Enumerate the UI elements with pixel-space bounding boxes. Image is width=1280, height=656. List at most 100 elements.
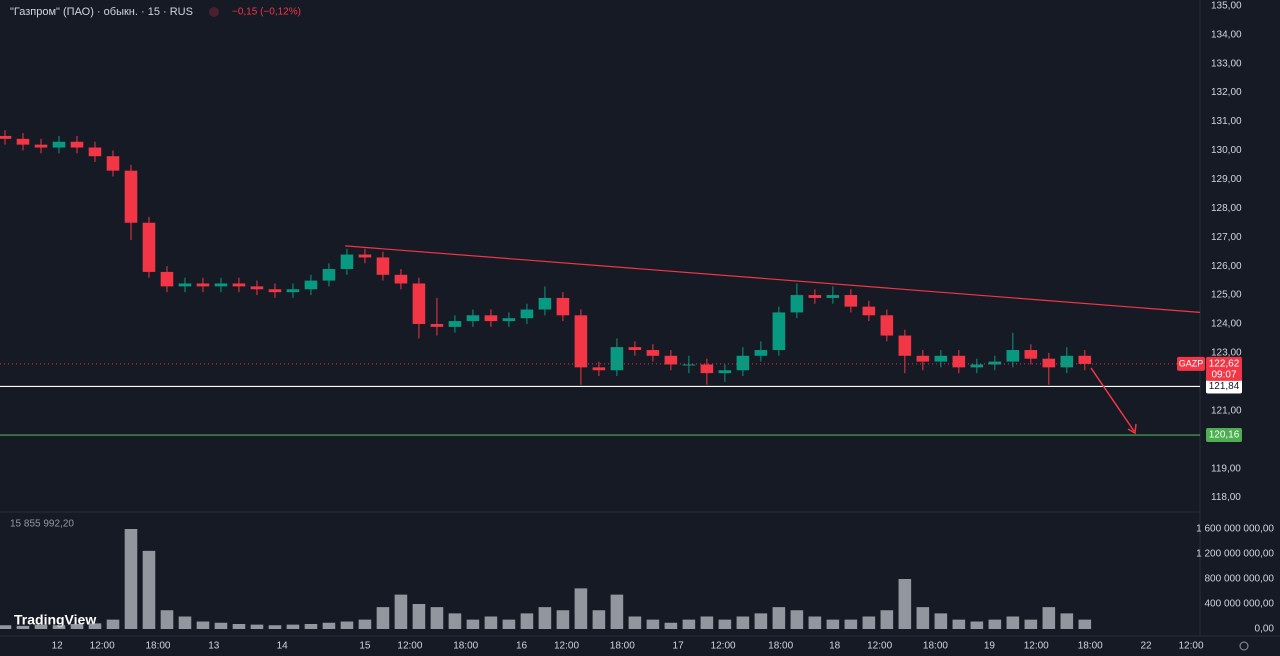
volume-bar (394, 594, 408, 629)
price-box (1206, 356, 1242, 381)
volume-bar (646, 619, 660, 629)
x-tick-label: 18 (829, 641, 841, 652)
symbol-box (1177, 356, 1205, 371)
candle-body (412, 283, 426, 324)
volume-bar (448, 613, 462, 629)
volume-bar (268, 625, 282, 629)
candle-body (1042, 358, 1056, 368)
x-tick-label: 12:00 (711, 641, 736, 652)
y2-tick-label: 1 200 000 000,00 (1196, 549, 1274, 560)
volume-bar (16, 625, 30, 629)
x-tick-label: 18:00 (145, 641, 170, 652)
arrow (1090, 367, 1137, 435)
y-tick-label: 128,00 (1211, 203, 1242, 214)
x-tick-label: 13 (208, 641, 220, 652)
volume-bar (556, 610, 570, 629)
candle-body (466, 315, 480, 322)
volume-bar (178, 616, 192, 629)
candle-body (520, 309, 534, 319)
candle-body (340, 254, 354, 270)
candle-body (556, 297, 570, 316)
y-tick-label: 119,00 (1211, 463, 1241, 474)
volume-bar (610, 594, 624, 629)
volume-bar (520, 613, 534, 629)
candle-body (304, 280, 318, 290)
candle-body (358, 254, 372, 258)
candle-body (322, 269, 336, 281)
y-tick-label: 127,00 (1211, 232, 1242, 243)
x-tick-label: 18:00 (768, 641, 793, 652)
candle-body (484, 315, 498, 322)
candle-body (1078, 355, 1092, 364)
price-change: −0,15 (−0,12%) (232, 7, 301, 18)
candle-body (880, 315, 894, 336)
candle-body (52, 141, 66, 148)
candle-body (142, 222, 156, 272)
symbol-label: GAZP (1179, 358, 1204, 368)
candle-body (70, 141, 84, 148)
volume-bar (340, 621, 354, 629)
y-tick-label: 130,00 (1211, 145, 1242, 156)
candle-body (268, 289, 282, 293)
x-tick-label: 12:00 (90, 641, 115, 652)
candle-body (0, 135, 12, 139)
volume-bar (682, 619, 696, 629)
x-tick-label: 12:00 (867, 641, 892, 652)
volume-bar (898, 579, 912, 629)
volume-bar (538, 607, 552, 629)
volume-bar (160, 610, 174, 629)
volume-bar (754, 613, 768, 629)
level-label-box (1206, 379, 1242, 394)
x-tick-label: 14 (277, 641, 289, 652)
volume-bar (880, 610, 894, 629)
candle-body (664, 355, 678, 365)
y-tick-label: 133,00 (1211, 58, 1242, 69)
volume-bar (772, 607, 786, 629)
candle-body (160, 271, 174, 287)
trendline (345, 245, 1201, 314)
candle-body (178, 283, 192, 287)
candle-body (394, 274, 408, 284)
candle-body (592, 367, 606, 371)
candle-body (628, 347, 642, 351)
y-tick-label: 124,00 (1211, 319, 1242, 330)
x-tick-label: 15 (359, 641, 371, 652)
x-tick-label: 16 (516, 641, 528, 652)
price-label: 122,62 (1209, 359, 1240, 370)
volume-bar (286, 624, 300, 629)
volume-bar (0, 625, 12, 629)
settings-icon[interactable] (1239, 641, 1249, 651)
candle-body (502, 318, 516, 322)
y-tick-label: 134,00 (1211, 29, 1242, 40)
y-tick-label: 121,00 (1211, 405, 1242, 416)
volume-bar (574, 588, 588, 629)
volume-bar (988, 619, 1002, 629)
y-tick-label: 132,00 (1211, 87, 1242, 98)
candle-body (448, 321, 462, 327)
volume-bar (88, 623, 102, 629)
x-tick-label: 17 (673, 641, 685, 652)
x-tick-label: 12:00 (1024, 641, 1049, 652)
x-tick-label: 12 (52, 641, 64, 652)
volume-bar (142, 550, 156, 629)
candle-body (124, 170, 138, 223)
volume-bar (322, 622, 336, 629)
x-tick-label: 18:00 (453, 641, 478, 652)
volume-bar (484, 616, 498, 629)
x-tick-label: 22 (1140, 641, 1152, 652)
chart-title: "Газпром" (ПАО) · обыкн. · 15 · RUS (10, 6, 193, 18)
volume-bar (52, 625, 66, 629)
candle-body (862, 306, 876, 316)
volume-bar (430, 607, 444, 629)
candle-body (1006, 350, 1020, 362)
volume-bar (664, 622, 678, 629)
candle-body (250, 286, 264, 290)
y-tick-label: 126,00 (1211, 261, 1242, 272)
level-label: 121,84 (1209, 381, 1240, 392)
candle-body (826, 295, 840, 298)
volume-bar (1078, 619, 1092, 629)
volume-bar (700, 616, 714, 629)
volume-bar (934, 613, 948, 629)
x-tick-label: 18:00 (610, 641, 635, 652)
